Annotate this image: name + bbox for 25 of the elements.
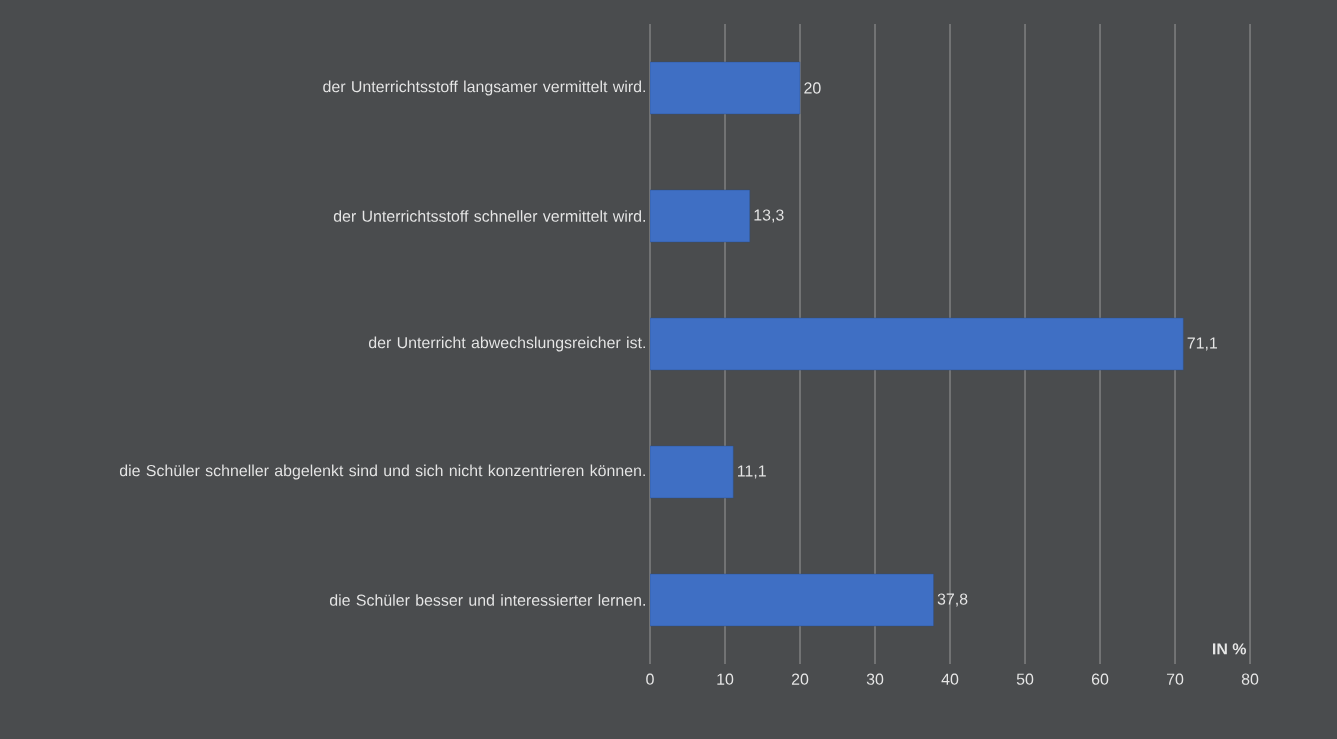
bar bbox=[650, 317, 1184, 371]
bar bbox=[650, 189, 750, 243]
data-label: 37,8 bbox=[937, 593, 968, 607]
data-label: 11,1 bbox=[738, 465, 766, 479]
x-tick-label: 50 bbox=[1016, 673, 1034, 685]
data-label: 71,1 bbox=[1187, 337, 1218, 351]
y-tick-label: der Unterrichtsstoff schneller vermittelt wird. bbox=[333, 210, 645, 222]
y-tick-label: der Unterricht abwechslungsreicher ist. bbox=[368, 336, 645, 352]
x-tick-label: 0 bbox=[646, 673, 654, 685]
x-tick-label: 80 bbox=[1241, 673, 1259, 685]
y-tick-label: die Schüler schneller abgelenkt sind und sich nicht konzentrieren können. bbox=[119, 464, 645, 480]
x-tick-label: 70 bbox=[1166, 673, 1184, 685]
y-tick-label: der Unterrichtsstoff langsamer vermittelt wird. bbox=[323, 80, 645, 96]
x-tick-label: 10 bbox=[717, 673, 734, 685]
x-tick-label: 20 bbox=[791, 673, 809, 685]
y-tick-label: die Schüler besser und interessierter lernen. bbox=[329, 594, 645, 606]
data-label: 13,3 bbox=[754, 209, 784, 223]
x-tick-label: 60 bbox=[1091, 673, 1109, 685]
bar bbox=[650, 61, 801, 115]
bar bbox=[650, 445, 734, 499]
data-label: 20 bbox=[804, 82, 821, 94]
x-tick-label: 40 bbox=[941, 673, 959, 685]
x-tick-label: 30 bbox=[866, 673, 884, 685]
bar bbox=[650, 573, 934, 627]
x-axis-title: IN % bbox=[1213, 643, 1247, 655]
